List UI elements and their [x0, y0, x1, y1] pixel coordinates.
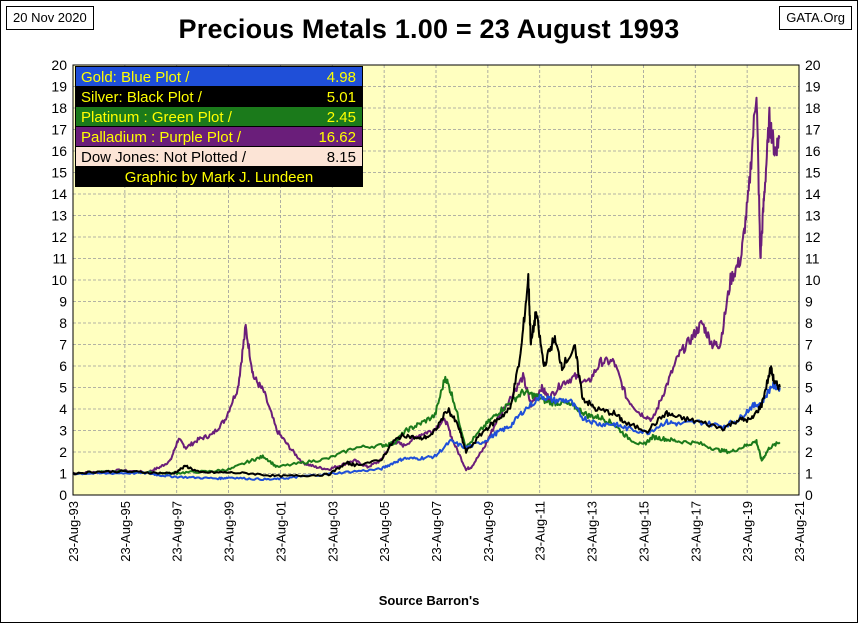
y-tick-label-right: 10	[805, 272, 821, 288]
legend-label: Palladium : Purple Plot /	[81, 129, 242, 146]
y-tick-label-right: 20	[805, 57, 821, 73]
y-tick-label-right: 13	[805, 208, 821, 224]
x-tick-label: 23-Aug-17	[688, 501, 703, 562]
legend-value: 16.62	[318, 129, 356, 146]
y-tick-label-right: 18	[805, 100, 821, 116]
x-tick-label: 23-Aug-19	[740, 501, 755, 562]
y-tick-label-right: 16	[805, 143, 821, 159]
y-tick-label-left: 16	[51, 143, 67, 159]
legend-label: Dow Jones: Not Plotted /	[81, 149, 247, 166]
x-tick-label: 23-Aug-01	[273, 501, 288, 562]
x-tick-label: 23-Aug-97	[170, 501, 185, 562]
y-tick-label-left: 3	[59, 423, 67, 439]
series-line-silver	[72, 273, 781, 478]
y-tick-label-left: 12	[51, 229, 67, 245]
y-tick-label-left: 13	[51, 208, 67, 224]
y-tick-label-right: 19	[805, 79, 821, 95]
y-tick-label-left: 10	[51, 272, 67, 288]
y-tick-label-right: 2	[805, 444, 813, 460]
x-tick-label: 23-Aug-93	[66, 501, 81, 562]
y-tick-label-left: 6	[59, 358, 67, 374]
y-tick-label-left: 8	[59, 315, 67, 331]
y-tick-label-right: 14	[805, 186, 821, 202]
x-tick-label: 23-Aug-99	[222, 501, 237, 562]
series-line-platinum	[72, 375, 781, 476]
y-tick-label-left: 19	[51, 79, 67, 95]
legend-label: Platinum : Green Plot /	[81, 109, 232, 126]
legend-label: Gold: Blue Plot /	[81, 69, 190, 86]
x-tick-label: 23-Aug-07	[429, 501, 444, 562]
y-tick-label-right: 12	[805, 229, 821, 245]
chart-title: Precious Metals 1.00 = 23 August 1993	[178, 14, 680, 44]
x-tick-label: 23-Aug-21	[792, 501, 807, 562]
x-tick-label: 23-Aug-95	[118, 501, 133, 562]
legend-row-dow-jones: Dow Jones: Not Plotted / 8.15	[75, 146, 363, 167]
y-tick-label-right: 0	[805, 487, 813, 503]
y-tick-label-right: 8	[805, 315, 813, 331]
legend-value: 2.45	[326, 109, 356, 126]
legend-value: 8.15	[326, 149, 356, 166]
y-tick-label-right: 4	[805, 401, 813, 417]
source-label: Source Barron's	[378, 593, 480, 608]
legend-row-silver: Silver: Black Plot / 5.01	[75, 86, 363, 107]
y-tick-label-left: 15	[51, 165, 67, 181]
y-tick-label-right: 7	[805, 337, 813, 353]
y-tick-label-left: 7	[59, 337, 67, 353]
y-tick-label-left: 0	[59, 487, 67, 503]
source-site-label: GATA.Org	[779, 6, 852, 30]
y-tick-label-right: 5	[805, 380, 813, 396]
y-tick-label-left: 14	[51, 186, 67, 202]
x-tick-label: 23-Aug-09	[481, 501, 496, 562]
y-tick-label-left: 4	[59, 401, 67, 417]
y-tick-label-left: 9	[59, 294, 67, 310]
date-label: 20 Nov 2020	[6, 6, 94, 30]
y-tick-label-right: 3	[805, 423, 813, 439]
y-tick-label-right: 1	[805, 466, 813, 482]
x-tick-label: 23-Aug-11	[533, 501, 548, 561]
legend-credit: Graphic by Mark J. Lundeen	[75, 166, 363, 187]
y-tick-label-left: 18	[51, 100, 67, 116]
series-line-palladium	[72, 96, 781, 476]
x-tick-label: 23-Aug-13	[585, 501, 600, 562]
x-tick-label: 23-Aug-15	[636, 501, 651, 562]
legend-row-gold: Gold: Blue Plot / 4.98	[75, 66, 363, 87]
y-tick-label-left: 1	[59, 466, 67, 482]
series-lines	[72, 96, 781, 481]
y-tick-label-right: 11	[805, 251, 820, 267]
y-tick-label-left: 11	[52, 251, 67, 267]
legend-value: 5.01	[326, 89, 356, 106]
y-tick-label-left: 5	[59, 380, 67, 396]
y-tick-label-right: 9	[805, 294, 813, 310]
y-tick-label-right: 6	[805, 358, 813, 374]
y-tick-label-left: 17	[51, 122, 67, 138]
y-tick-label-left: 2	[59, 444, 67, 460]
legend-label: Silver: Black Plot /	[81, 89, 202, 106]
legend: Gold: Blue Plot / 4.98 Silver: Black Plo…	[75, 66, 363, 187]
legend-value: 4.98	[326, 69, 356, 86]
credit-text: Graphic by Mark J. Lundeen	[124, 169, 314, 186]
y-tick-label-left: 20	[51, 57, 67, 73]
x-tick-label: 23-Aug-03	[325, 501, 340, 562]
y-tick-label-right: 17	[805, 122, 821, 138]
legend-row-platinum: Platinum : Green Plot / 2.45	[75, 106, 363, 127]
plot-border	[72, 64, 800, 496]
x-tick-label: 23-Aug-05	[377, 501, 392, 562]
legend-row-palladium: Palladium : Purple Plot / 16.62	[75, 126, 363, 147]
y-tick-label-right: 15	[805, 165, 821, 181]
